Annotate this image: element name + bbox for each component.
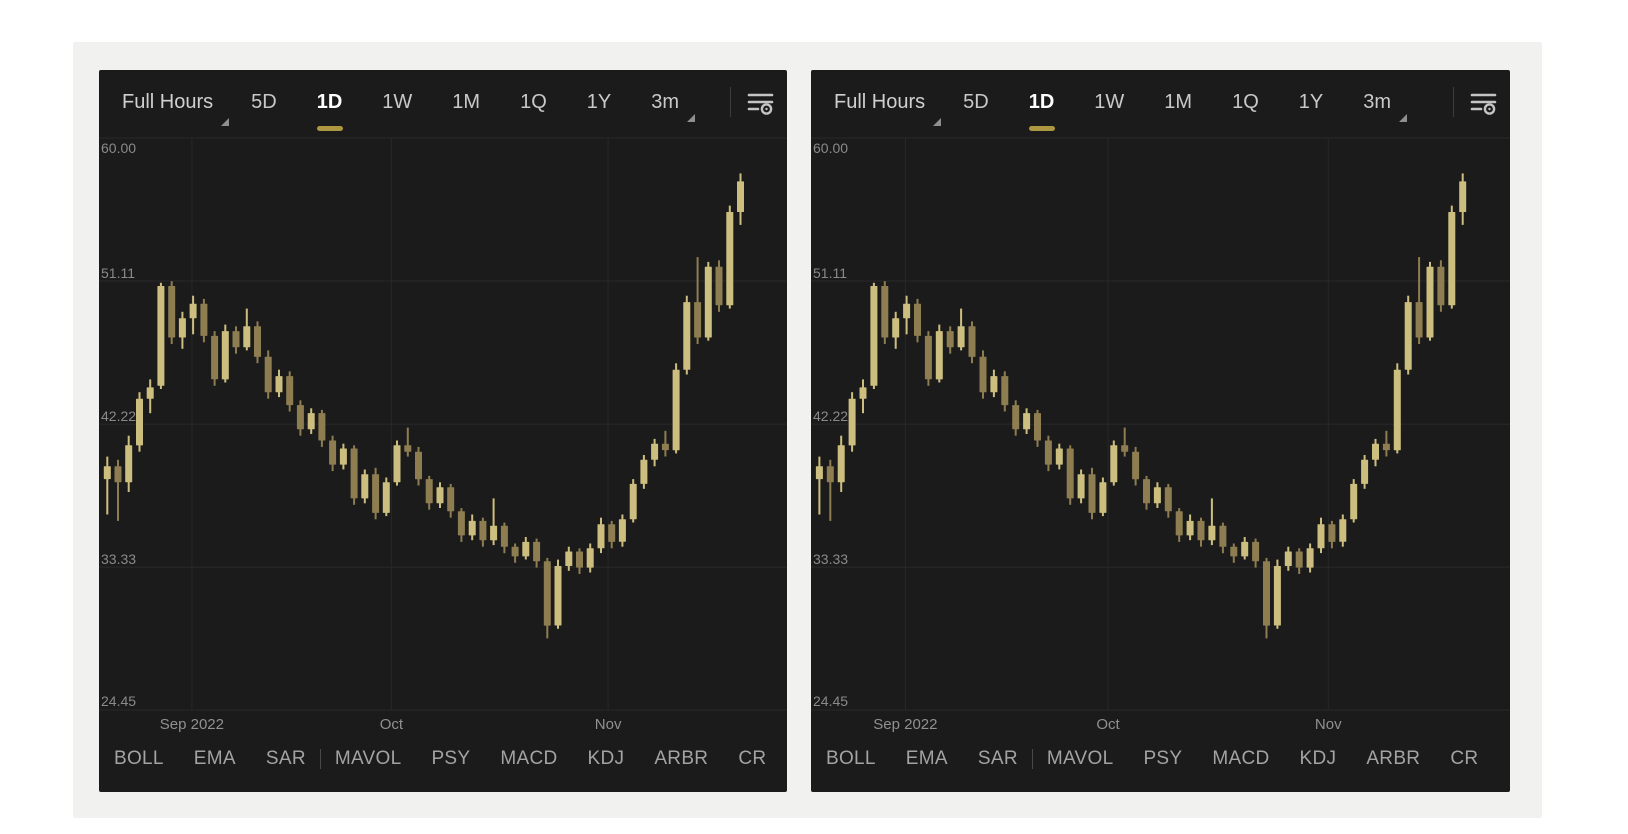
list-gear-icon <box>1470 93 1496 115</box>
tab-1d[interactable]: 1D <box>317 70 343 134</box>
indicator-sar[interactable]: SAR <box>265 748 306 769</box>
chart-toolbar: Full Hours 5D 1D 1W 1M 1Q 1Y 3m <box>811 70 1510 134</box>
indicator-boll[interactable]: BOLL <box>114 748 164 769</box>
indicator-boll[interactable]: BOLL <box>826 748 876 769</box>
tab-1w[interactable]: 1W <box>382 91 413 113</box>
indicator-sar[interactable]: SAR <box>977 748 1018 769</box>
x-axis-label-sep: Sep 2022 <box>873 716 938 733</box>
tab-3m[interactable]: 3m <box>651 91 680 113</box>
chart-toolbar: Full Hours 5D 1D 1W 1M 1Q 1Y 3m <box>99 70 787 134</box>
x-axis-label-oct: Oct <box>379 716 404 733</box>
toolbar-divider <box>730 87 731 117</box>
dropdown-corner-icon <box>933 118 942 126</box>
indicator-cr[interactable]: CR <box>738 748 767 769</box>
session-range-selector[interactable]: Full Hours <box>834 70 942 134</box>
y-axis-label: 42.22 <box>101 408 137 424</box>
indicator-cr[interactable]: CR <box>1450 748 1479 769</box>
indicator-divider <box>319 749 321 769</box>
dropdown-corner-icon <box>687 114 696 122</box>
y-axis-label: 33.33 <box>813 551 849 567</box>
tab-1q[interactable]: 1Q <box>520 91 547 113</box>
charts-comparison-container: Full Hours 5D 1D 1W 1M 1Q 1Y 3m <box>73 42 1542 818</box>
y-axis-label: 42.22 <box>813 408 849 424</box>
indicator-psy[interactable]: PSY <box>431 748 471 769</box>
y-axis-label: 51.11 <box>813 265 847 281</box>
tab-3m[interactable]: 3m <box>1363 91 1392 113</box>
x-axis-label-nov: Nov <box>1314 716 1342 733</box>
indicator-mavol[interactable]: MAVOL <box>1046 748 1114 769</box>
indicator-divider <box>1031 749 1033 769</box>
chart-panel-left: Full Hours 5D 1D 1W 1M 1Q 1Y 3m <box>99 70 787 792</box>
indicator-bar: BOLL EMA SAR MAVOL PSY MACD KDJ ARBR CR <box>811 742 1510 776</box>
tab-5d[interactable]: 5D <box>963 91 989 113</box>
indicator-psy[interactable]: PSY <box>1143 748 1183 769</box>
x-axis-label-oct: Oct <box>1096 716 1120 733</box>
tab-1d[interactable]: 1D <box>1029 70 1055 134</box>
tab-1m[interactable]: 1M <box>1164 91 1193 113</box>
candlestick-chart[interactable] <box>811 70 1510 792</box>
indicator-arbr[interactable]: ARBR <box>654 748 709 769</box>
list-gear-icon <box>747 93 773 115</box>
y-axis-label: 24.45 <box>101 693 137 709</box>
indicator-kdj[interactable]: KDJ <box>1299 748 1337 769</box>
tab-1q[interactable]: 1Q <box>1232 91 1259 113</box>
tab-1y[interactable]: 1Y <box>1298 91 1324 113</box>
y-axis-label: 51.11 <box>101 265 135 281</box>
dropdown-corner-icon <box>1399 114 1408 122</box>
chart-settings-button[interactable] <box>745 87 775 117</box>
chart-settings-button[interactable] <box>1468 87 1498 117</box>
dropdown-corner-icon <box>221 118 230 126</box>
indicator-ema[interactable]: EMA <box>193 748 236 769</box>
tab-1y[interactable]: 1Y <box>586 91 612 113</box>
x-axis-label-sep: Sep 2022 <box>159 716 224 733</box>
indicator-mavol[interactable]: MAVOL <box>334 748 402 769</box>
session-range-label: Full Hours <box>834 91 926 113</box>
indicator-bar: BOLL EMA SAR MAVOL PSY MACD KDJ ARBR CR <box>99 742 787 776</box>
indicator-ema[interactable]: EMA <box>905 748 948 769</box>
x-axis-label-nov: Nov <box>594 716 622 733</box>
y-axis-label: 24.45 <box>813 693 849 709</box>
session-range-selector[interactable]: Full Hours <box>122 70 230 134</box>
chart-panel-right: Full Hours 5D 1D 1W 1M 1Q 1Y 3m <box>811 70 1510 792</box>
tab-1w[interactable]: 1W <box>1094 91 1125 113</box>
y-axis-label: 60.00 <box>813 140 849 156</box>
session-range-label: Full Hours <box>122 91 214 113</box>
y-axis-label: 33.33 <box>101 551 137 567</box>
indicator-macd[interactable]: MACD <box>500 748 558 769</box>
indicator-kdj[interactable]: KDJ <box>587 748 625 769</box>
indicator-arbr[interactable]: ARBR <box>1366 748 1421 769</box>
y-axis-label: 60.00 <box>101 140 137 156</box>
indicator-macd[interactable]: MACD <box>1212 748 1270 769</box>
tab-5d[interactable]: 5D <box>251 91 277 113</box>
candlestick-chart[interactable] <box>99 70 787 792</box>
period-tabs: 5D 1D 1W 1M 1Q 1Y 3m <box>963 70 1408 134</box>
toolbar-divider <box>1453 87 1454 117</box>
tab-1m[interactable]: 1M <box>452 91 481 113</box>
period-tabs: 5D 1D 1W 1M 1Q 1Y 3m <box>251 70 696 134</box>
